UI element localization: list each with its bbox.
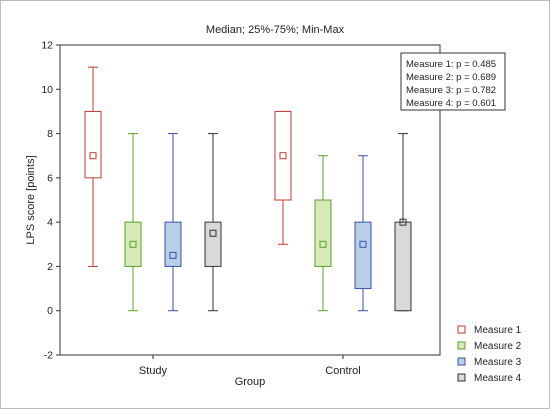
median-marker bbox=[359, 240, 367, 248]
legend-swatch bbox=[457, 373, 466, 382]
iqr-box bbox=[204, 221, 222, 267]
median-marker bbox=[399, 218, 407, 226]
p-value-box: Measure 1: p = 0.485 Measure 2: p = 0.68… bbox=[400, 52, 506, 111]
legend-label: Measure 1 bbox=[474, 325, 522, 336]
p-value-line-3: Measure 3: p = 0.782 bbox=[406, 85, 496, 96]
box-1-study bbox=[84, 66, 102, 267]
y-axis: -2 0 2 4 6 8 10 12 bbox=[41, 40, 60, 362]
x-axis-label: Group bbox=[235, 376, 266, 388]
iqr-box bbox=[84, 110, 102, 179]
box-3-control bbox=[354, 155, 372, 312]
legend-label: Measure 3 bbox=[474, 357, 522, 368]
legend-label: Measure 2 bbox=[474, 341, 522, 352]
median-marker bbox=[319, 240, 327, 248]
iqr-box bbox=[274, 110, 292, 201]
y-axis-label: LPS score [points] bbox=[25, 155, 37, 244]
box-3-study bbox=[164, 133, 182, 312]
x-tick-label: Control bbox=[325, 365, 360, 377]
legend-swatch bbox=[457, 325, 466, 334]
iqr-box bbox=[124, 221, 142, 267]
box-2-study bbox=[124, 133, 142, 312]
legend-label: Measure 4 bbox=[474, 373, 522, 384]
legend-swatch bbox=[457, 357, 466, 366]
box-1-control bbox=[274, 110, 292, 245]
legend: Measure 1 Measure 2 Measure 3 Measure 4 bbox=[457, 325, 522, 384]
median-marker bbox=[89, 152, 97, 160]
y-tick-label: 10 bbox=[41, 84, 53, 96]
p-value-line-2: Measure 2: p = 0.689 bbox=[406, 72, 496, 83]
y-tick-label: 12 bbox=[41, 40, 53, 52]
median-marker bbox=[169, 251, 177, 259]
x-tick-label: Study bbox=[139, 365, 168, 377]
median-marker bbox=[279, 152, 287, 160]
box-4-study bbox=[204, 133, 222, 312]
y-tick-label: 8 bbox=[47, 128, 53, 140]
box-series bbox=[84, 66, 412, 312]
iqr-box bbox=[354, 221, 372, 290]
y-tick-label: 6 bbox=[47, 172, 53, 184]
x-axis: Study Control bbox=[139, 355, 361, 377]
chart-title: Median; 25%-75%; Min-Max bbox=[206, 24, 345, 36]
iqr-box bbox=[394, 221, 412, 312]
p-value-line-1: Measure 1: p = 0.485 bbox=[406, 59, 496, 70]
box-2-control bbox=[314, 155, 332, 312]
p-value-line-4: Measure 4: p = 0.601 bbox=[406, 98, 496, 109]
y-tick-label: 2 bbox=[47, 261, 53, 273]
median-marker bbox=[129, 240, 137, 248]
y-tick-label: -2 bbox=[44, 350, 53, 362]
p-value-box-frame bbox=[400, 52, 506, 111]
iqr-box bbox=[164, 221, 182, 267]
y-tick-label: 0 bbox=[47, 305, 53, 317]
y-tick-label: 4 bbox=[47, 217, 53, 229]
legend-swatch bbox=[457, 341, 466, 350]
median-marker bbox=[209, 229, 217, 237]
plot-area bbox=[59, 44, 441, 356]
iqr-box bbox=[314, 199, 332, 267]
box-4-control bbox=[394, 133, 412, 312]
